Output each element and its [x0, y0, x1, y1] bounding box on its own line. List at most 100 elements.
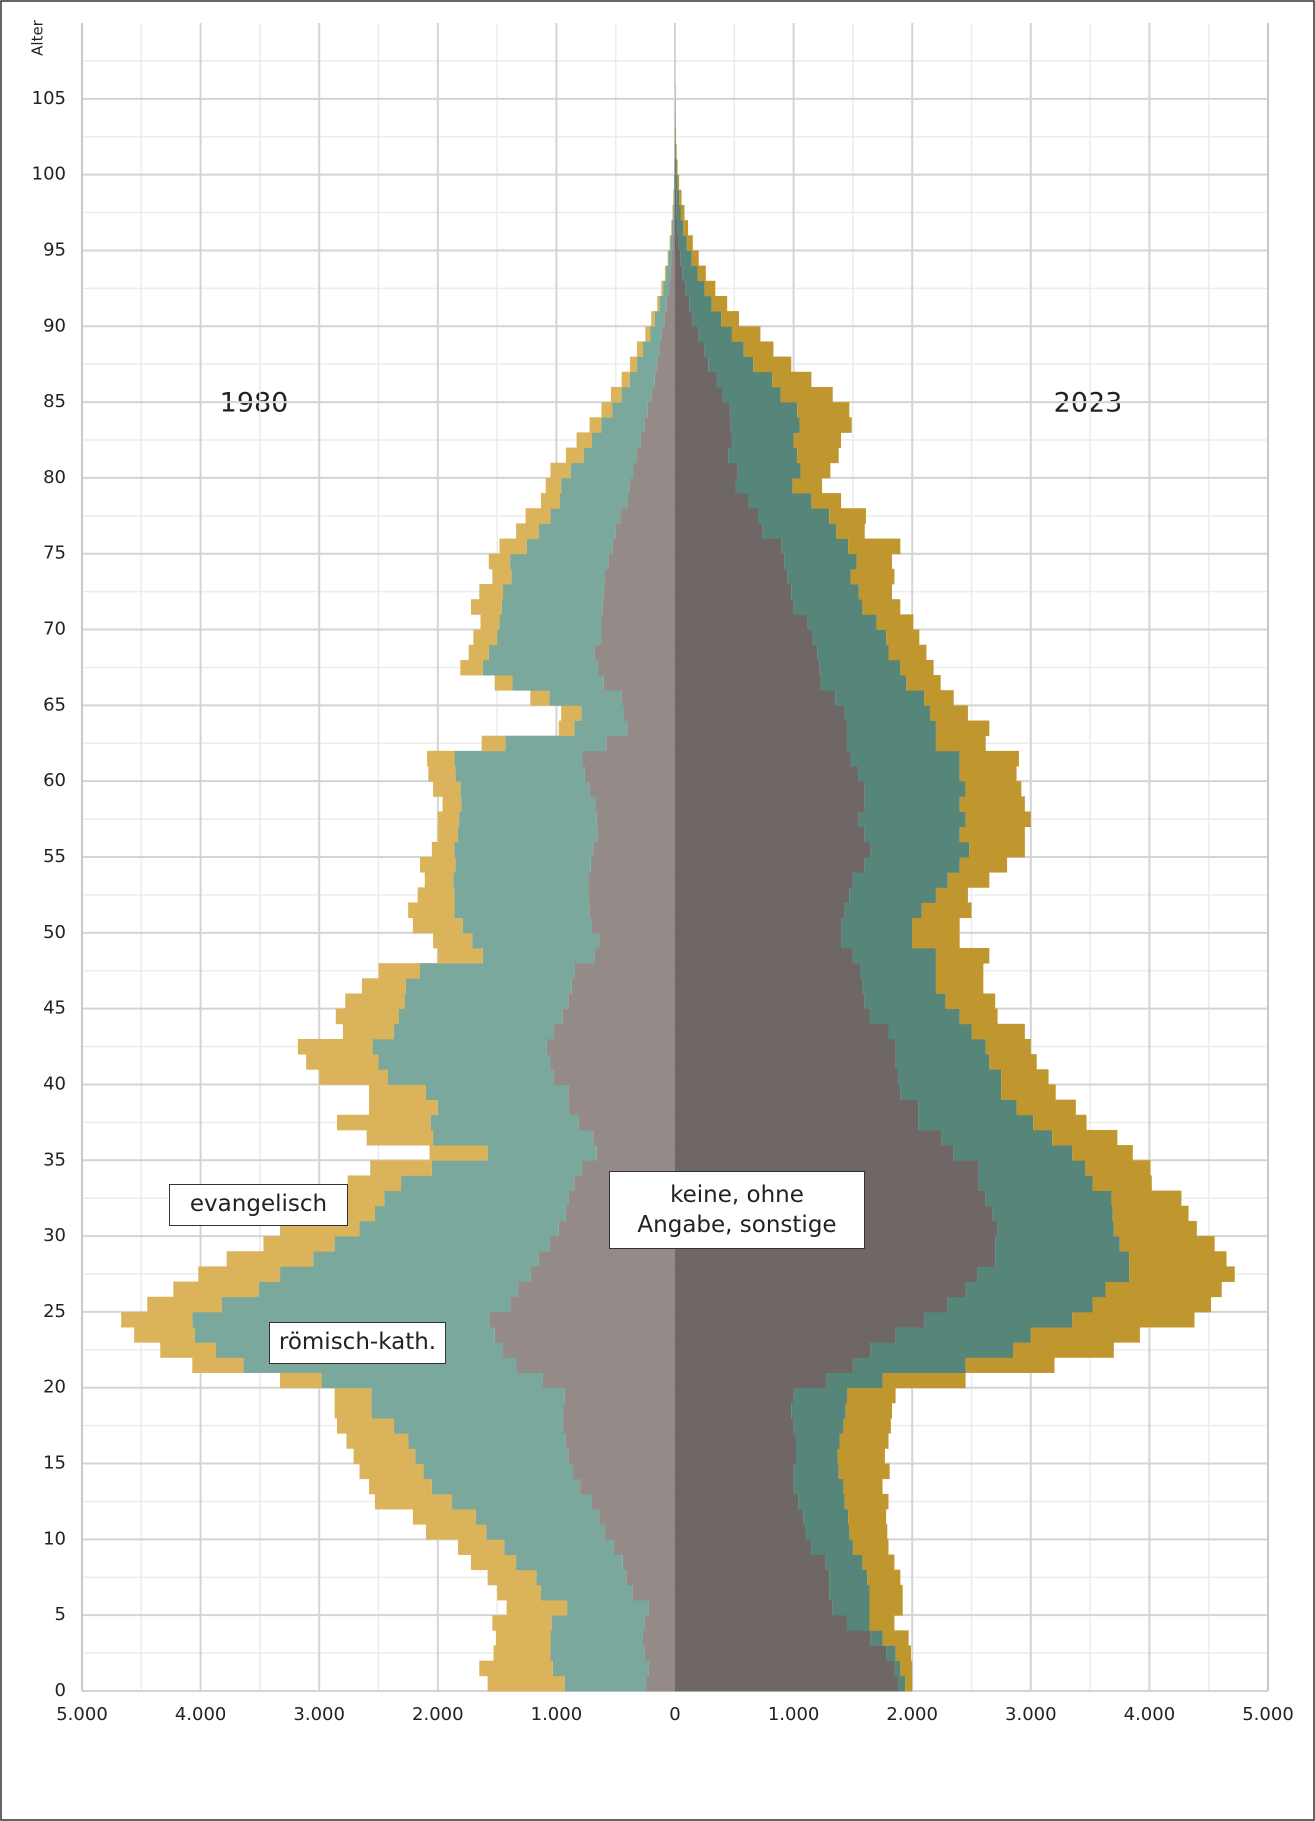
y-tick-label: 100: [32, 164, 66, 185]
bar-segment: [518, 1281, 675, 1298]
bar-segment: [675, 1463, 794, 1480]
bar-segment: [506, 1600, 568, 1616]
bar-segment: [675, 1023, 889, 1040]
bar-segment: [671, 220, 674, 236]
bar-segment: [454, 750, 583, 767]
bar-segment: [412, 1509, 476, 1525]
bar-segment: [675, 675, 821, 691]
bar-segment: [455, 766, 585, 782]
bar-segment: [393, 1418, 564, 1434]
bar-segment: [554, 1069, 675, 1085]
y-tick-label: 0: [55, 1680, 66, 1701]
bar-segment: [420, 963, 575, 979]
bar-segment: [844, 902, 922, 919]
bar-segment: [780, 386, 833, 403]
bar-segment: [601, 417, 645, 433]
bar-segment: [487, 1675, 565, 1692]
bar-segment: [895, 1327, 1031, 1343]
bar-segment: [819, 659, 901, 676]
bar-segment: [1052, 1129, 1118, 1146]
bar-segment: [588, 887, 675, 903]
bar-segment: [597, 659, 675, 676]
bar-segment: [675, 887, 850, 903]
y-tick-label: 25: [43, 1301, 66, 1322]
bar-segment: [675, 204, 677, 221]
bar-segment: [374, 1493, 453, 1510]
bar-segment: [644, 1645, 675, 1662]
bar-segment: [675, 750, 851, 767]
bar-segment: [852, 872, 948, 888]
bar-segment: [811, 1539, 853, 1555]
bar-segment: [897, 1675, 906, 1692]
bar-segment: [675, 553, 785, 570]
bar-segment: [425, 1524, 487, 1540]
bar-segment: [674, 189, 675, 206]
bar-segment: [846, 1615, 870, 1631]
bar-segment: [675, 826, 865, 843]
bar-segment: [728, 447, 798, 464]
bar-segment: [729, 402, 798, 418]
bar-segment: [549, 690, 622, 706]
bar-segment: [850, 568, 895, 585]
bar-segment: [686, 235, 693, 251]
bar-segment: [221, 1296, 511, 1313]
bar-segment: [504, 1539, 615, 1555]
bar-segment: [614, 1539, 675, 1555]
bar-segment: [772, 371, 812, 388]
series-annotation: römisch-kath.: [269, 1322, 446, 1364]
bar-segment: [870, 1630, 883, 1646]
bar-segment: [675, 144, 676, 160]
bar-segment: [721, 311, 740, 327]
bar-segment: [1072, 1311, 1195, 1328]
bar-segment: [580, 1478, 675, 1495]
bar-segment: [848, 538, 901, 555]
bar-segment: [675, 311, 693, 327]
bar-segment: [633, 462, 675, 479]
bar-segment: [429, 1145, 488, 1161]
y-tick-label: 10: [43, 1528, 66, 1549]
bar-segment: [433, 781, 461, 797]
bar-segment: [798, 1493, 845, 1510]
bar-segment: [334, 1387, 372, 1404]
bar-segment: [433, 932, 473, 949]
bar-segment: [471, 599, 502, 615]
bar-segment: [675, 326, 699, 342]
bar-segment: [992, 1205, 1113, 1222]
bar-segment: [371, 1387, 565, 1404]
bar-segment: [869, 1584, 903, 1601]
bar-segment: [918, 1099, 1017, 1116]
bar-segment: [647, 402, 675, 418]
bar-segment: [564, 1387, 675, 1404]
bar-segment: [929, 705, 968, 721]
bar-segment: [672, 235, 675, 251]
bar-segment: [563, 1402, 675, 1419]
bar-segment: [591, 917, 675, 934]
bar-segment: [1072, 1145, 1133, 1161]
bar-segment: [297, 1038, 373, 1055]
bar-segment: [675, 766, 859, 782]
bar-segment: [675, 1145, 954, 1161]
bar-segment: [654, 371, 675, 388]
bar-segment: [642, 341, 660, 357]
bar-segment: [805, 1524, 850, 1540]
bar-segment: [659, 341, 675, 357]
bar-segment: [486, 1524, 606, 1540]
y-tick-label: 90: [43, 315, 66, 336]
bar-segment: [552, 1660, 649, 1677]
bar-segment: [621, 371, 630, 388]
bar-segment: [561, 705, 582, 721]
bar-segment: [563, 1418, 675, 1434]
x-tick-label: 1.000: [768, 1704, 820, 1725]
bar-segment: [511, 568, 606, 585]
bar-segment: [895, 1038, 986, 1055]
bar-segment: [589, 417, 602, 433]
y-tick-label: 60: [43, 770, 66, 791]
bar-segment: [599, 932, 675, 949]
bar-segment: [675, 265, 683, 282]
bar-segment: [482, 659, 598, 676]
bar-segment: [675, 1054, 896, 1070]
bar-segment: [675, 690, 836, 706]
bar-segment: [574, 720, 628, 737]
bar-segment: [675, 1402, 792, 1419]
